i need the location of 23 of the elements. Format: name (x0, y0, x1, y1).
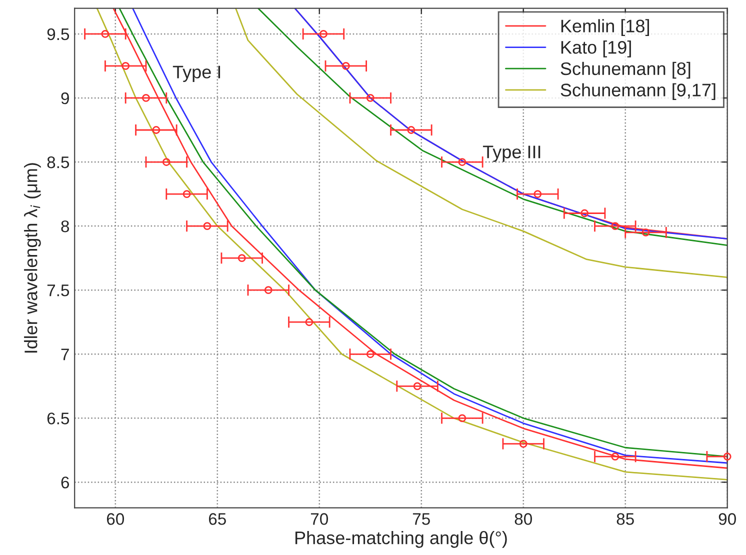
legend-label: Kato [19] (561, 40, 631, 58)
x-tick-label: 80 (514, 513, 532, 525)
y-axis-title: Idler wavelength λ$_{i}$ (μm) (24, 163, 41, 353)
legend-label: Schunemann [8] (560, 62, 690, 79)
x-tick-label: 60 (106, 513, 124, 525)
x-tick-label: 85 (616, 513, 634, 525)
y-tick-label: 7 (61, 348, 69, 360)
y-tick-label: 6 (61, 476, 70, 488)
x-tick-label: 90 (718, 513, 736, 525)
legend-label: Kemlin [18] (561, 19, 649, 36)
y-tick-label: 9 (61, 92, 69, 104)
annotation: Type III (482, 146, 540, 162)
x-tick-label: 65 (208, 513, 226, 525)
y-tick-label: 6.5 (47, 412, 70, 424)
y-tick-label: 8 (61, 220, 70, 232)
legend-label: Schunemann [9,17] (560, 83, 716, 100)
x-axis-title: Phase-matching angle θ(°) (295, 531, 507, 548)
x-tick-label: 75 (412, 513, 430, 525)
x-tick-label: 70 (310, 513, 328, 525)
annotation: Type I (172, 66, 220, 82)
y-tick-label: 7.5 (47, 284, 70, 296)
y-tick-label: 8.5 (47, 156, 70, 168)
y-tick-label: 9.5 (47, 28, 70, 40)
